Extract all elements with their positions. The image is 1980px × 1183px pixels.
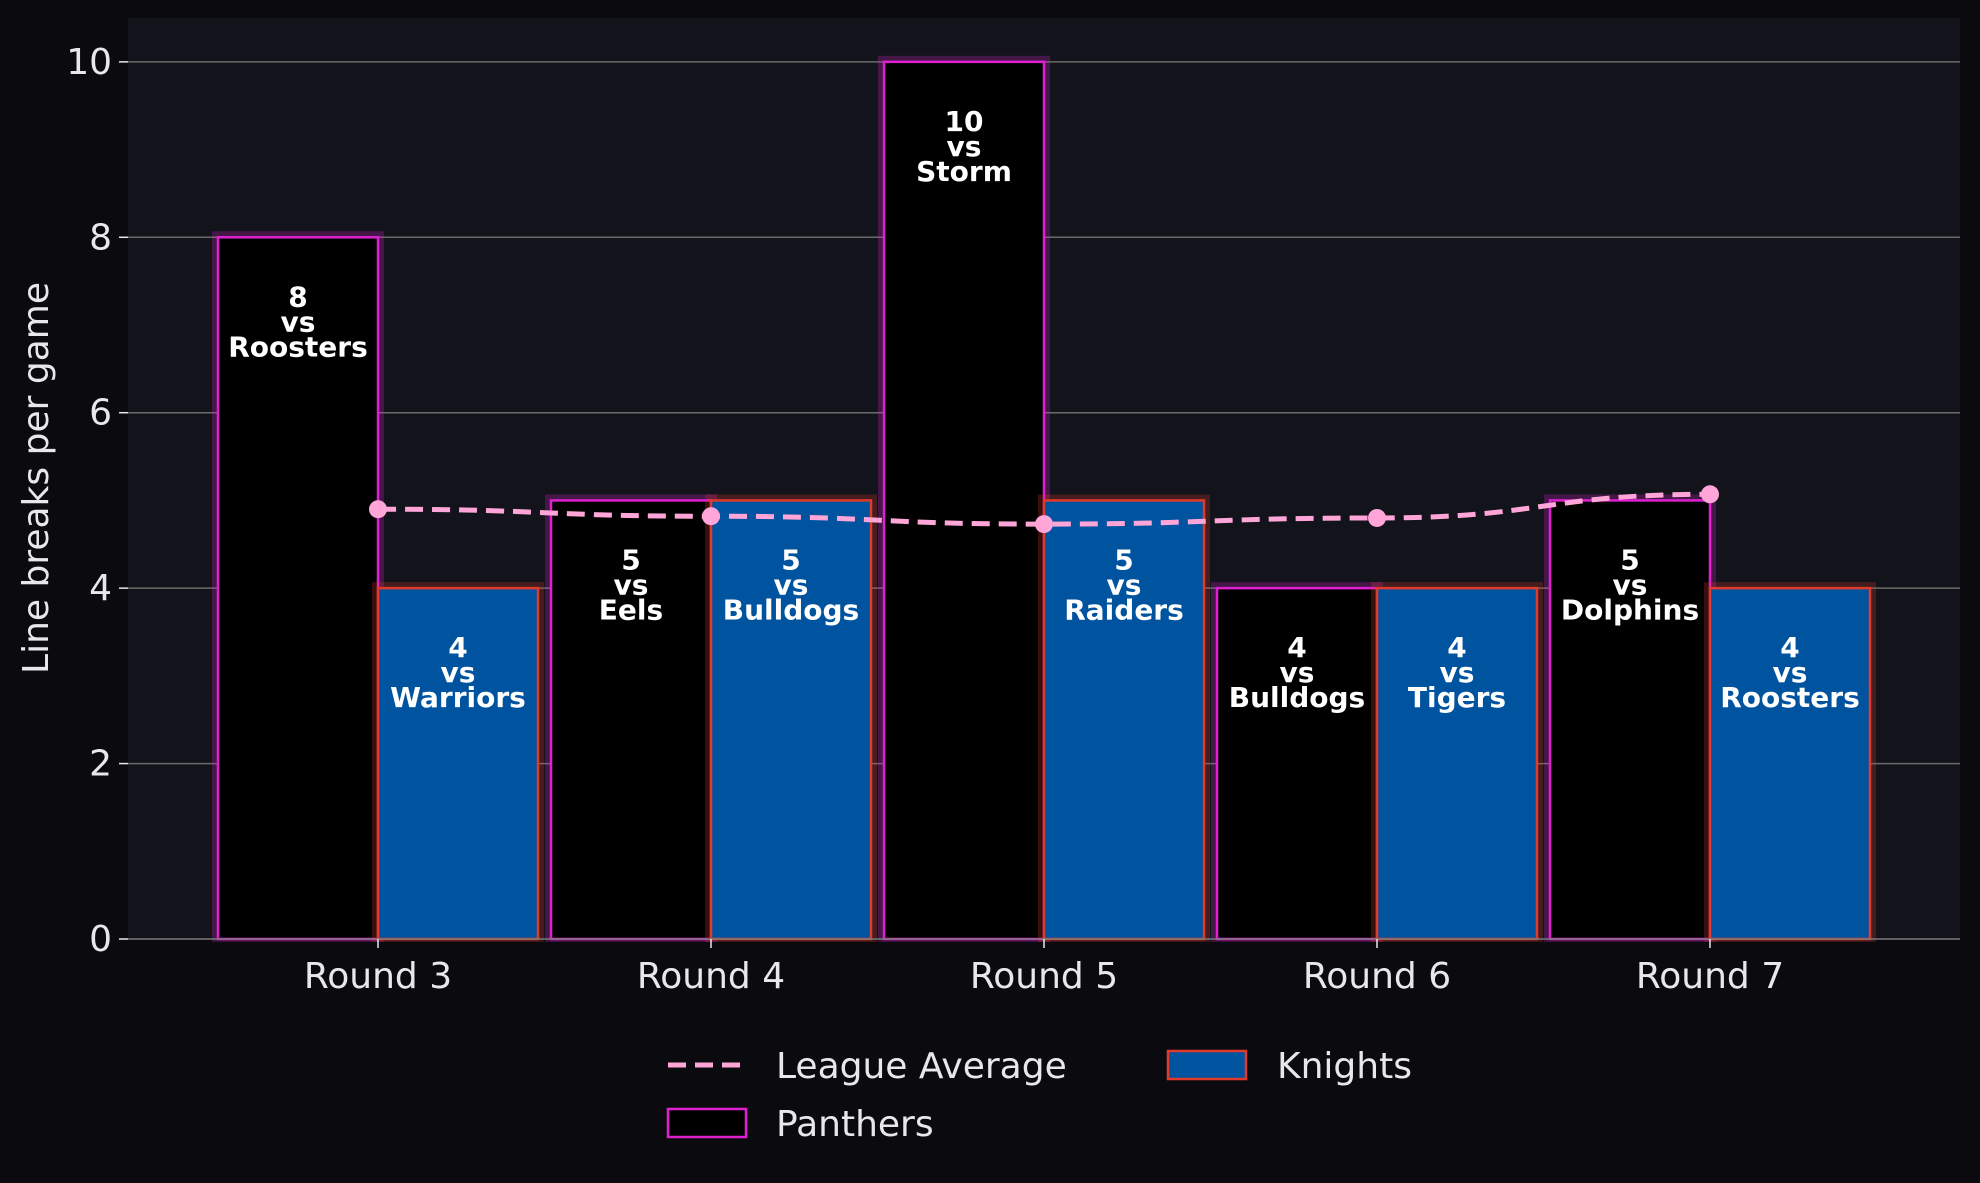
legend-label: Knights — [1277, 1046, 1412, 1087]
bar-label: Roosters — [228, 330, 368, 363]
bar-label: Eels — [599, 593, 663, 626]
bar-label: 5 — [781, 543, 800, 576]
x-tick-label: Round 7 — [1636, 956, 1784, 997]
y-tick-label: 8 — [89, 217, 112, 258]
legend-label: League Average — [776, 1046, 1067, 1087]
bar-label: vs — [1613, 568, 1648, 601]
bar-label: vs — [1440, 656, 1475, 689]
x-tick-label: Round 6 — [1303, 956, 1451, 997]
bar-label: vs — [281, 305, 316, 338]
bar-panthers — [882, 60, 1046, 941]
average-line-point — [702, 507, 720, 526]
average-line-path — [377, 491, 1711, 527]
y-tick-label: 2 — [89, 744, 112, 785]
bar-panthers — [216, 236, 380, 941]
bar-label: 4 — [1287, 631, 1306, 664]
y-tick-label: 6 — [89, 393, 112, 434]
average-line-point — [1368, 508, 1386, 527]
bar-label: vs — [1107, 568, 1142, 601]
bar-label: 5 — [1620, 543, 1639, 576]
x-axis-ticks: Round 3 Round 4 Round 5 Round 6 Round 7 — [304, 939, 1784, 997]
bar-label: 8 — [288, 280, 307, 313]
bars — [212, 55, 1876, 943]
bar-label: Bulldogs — [1229, 681, 1365, 714]
bar-label: Roosters — [1720, 681, 1860, 714]
bar-label: vs — [1773, 656, 1808, 689]
league-average-line — [369, 485, 1719, 534]
bar-label: 4 — [448, 631, 467, 664]
bar-label: vs — [774, 568, 809, 601]
bar-label: 5 — [1114, 543, 1133, 576]
bar-label: Dolphins — [1561, 593, 1699, 626]
bar-panthers — [1548, 499, 1712, 941]
average-line-point — [1035, 515, 1053, 534]
bar-label: 4 — [1447, 631, 1466, 664]
bar-label: vs — [1280, 656, 1315, 689]
legend: League Average Knights Panthers — [666, 1046, 1412, 1145]
y-axis-label: Line breaks per game — [16, 282, 57, 674]
bar-knights — [1375, 586, 1539, 941]
legend-bar-swatch — [1166, 1049, 1248, 1081]
bar-panthers — [549, 499, 713, 941]
bar-label: Warriors — [390, 681, 526, 714]
bar-knights — [1708, 586, 1872, 941]
legend-bar-swatch — [666, 1107, 748, 1139]
y-tick-label: 4 — [89, 568, 112, 609]
y-axis-ticks: 0 2 4 6 8 10 — [66, 42, 128, 960]
bar-label: 4 — [1780, 631, 1799, 664]
bar-label: Raiders — [1064, 593, 1184, 626]
y-tick-label: 10 — [66, 42, 112, 83]
average-line-point — [369, 500, 387, 519]
bar-label: Storm — [916, 155, 1012, 188]
legend-label: Panthers — [776, 1104, 934, 1145]
x-tick-label: Round 5 — [970, 956, 1118, 997]
bar-label: Tigers — [1408, 681, 1506, 714]
bar-label: 10 — [945, 105, 984, 138]
average-line-point — [1701, 485, 1719, 504]
bar-labels: 8vsRoosters5vsEels10vsStorm4vsBulldogs5v… — [228, 105, 1860, 714]
x-tick-label: Round 3 — [304, 956, 452, 997]
bar-label: vs — [947, 130, 982, 163]
bar-label: Bulldogs — [723, 593, 859, 626]
bar-label: vs — [441, 656, 476, 689]
y-tick-label: 0 — [89, 919, 112, 960]
bar-label: vs — [614, 568, 649, 601]
x-tick-label: Round 4 — [637, 956, 785, 997]
bar-knights — [1042, 499, 1206, 941]
bar-label: 5 — [621, 543, 640, 576]
